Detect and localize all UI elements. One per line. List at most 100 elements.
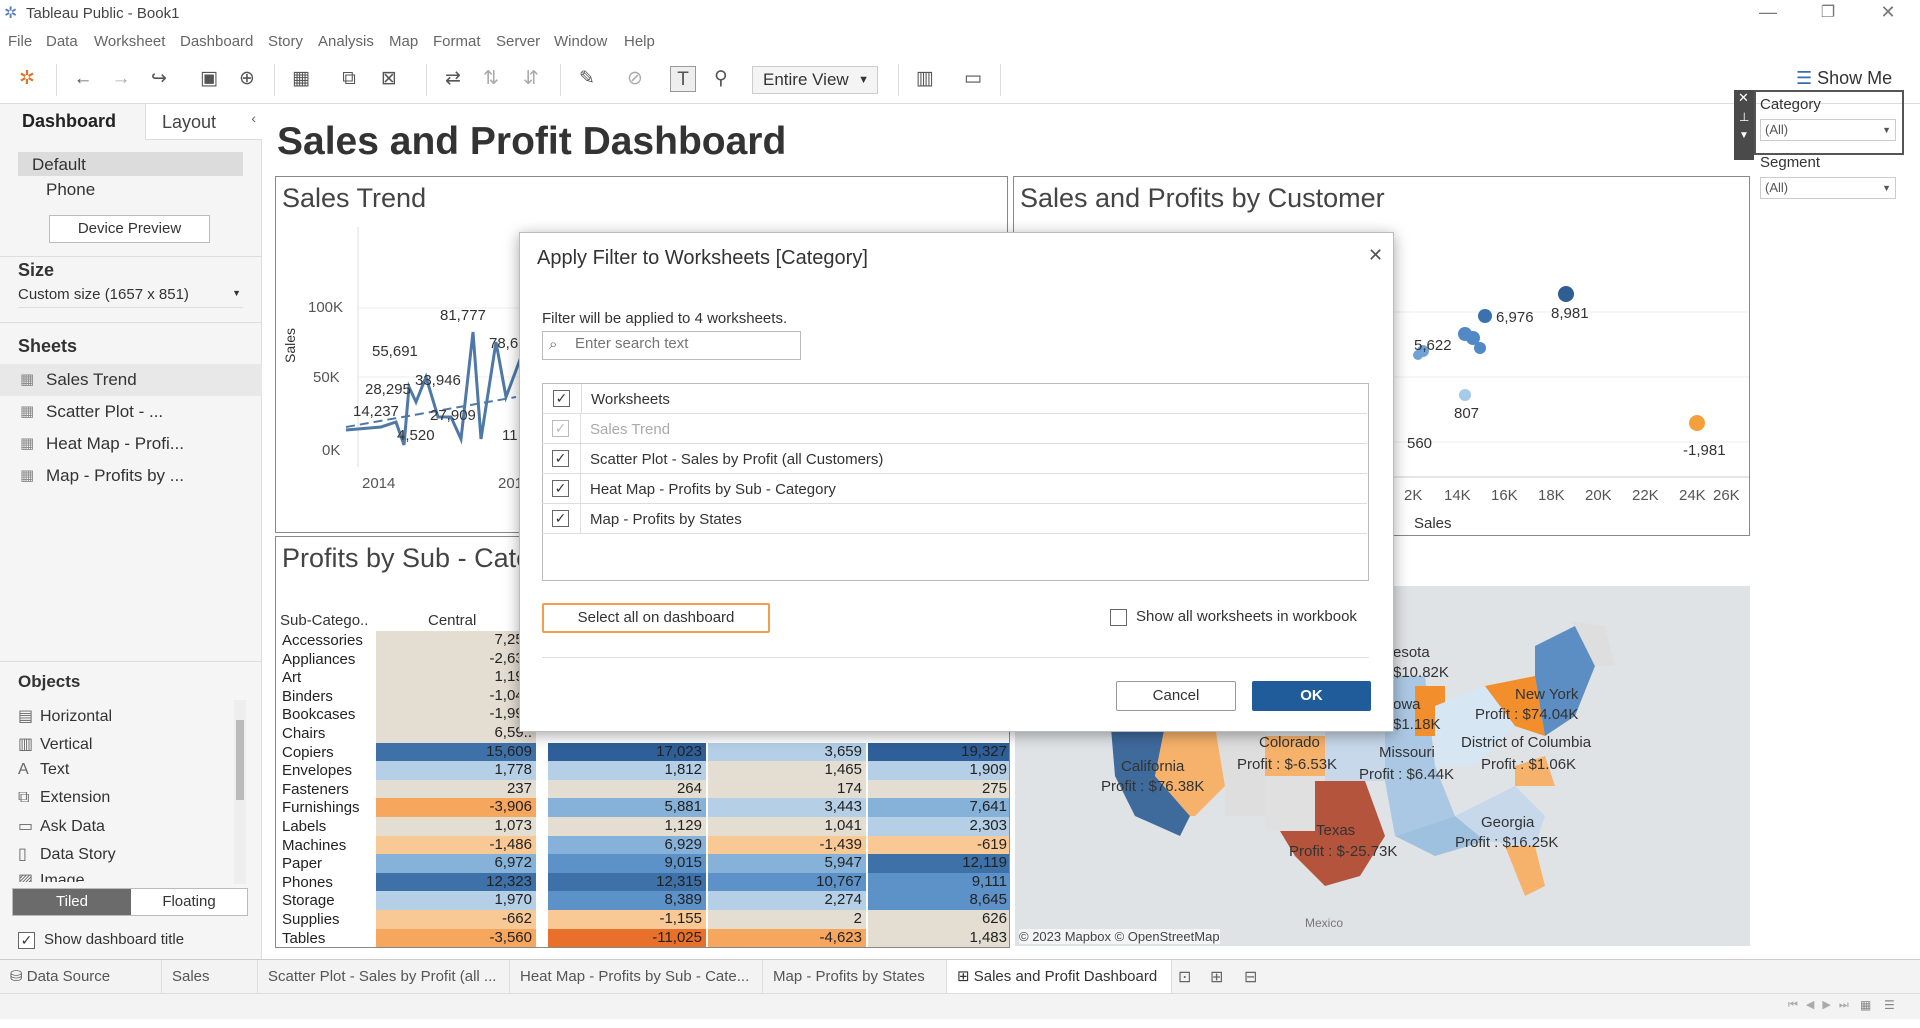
sheet-item-heatmap[interactable]: ▦ Heat Map - Profi... bbox=[0, 428, 262, 460]
remove-icon[interactable]: ✕ bbox=[1738, 90, 1749, 105]
heatmap-cell[interactable]: 237 bbox=[376, 779, 536, 799]
checkbox[interactable]: ✓ bbox=[552, 450, 569, 467]
tableau-icon[interactable]: ✲ bbox=[19, 68, 35, 89]
tab-data-source[interactable]: ⛁ Data Source bbox=[0, 960, 162, 994]
sheet-nav-icons[interactable]: ⏮◀▶⏭ bbox=[1788, 999, 1857, 1011]
object-vertical[interactable]: ▥ Vertical bbox=[18, 734, 92, 754]
heatmap-cell[interactable]: 19,327 bbox=[868, 742, 1009, 762]
undo-icon[interactable]: ← bbox=[73, 68, 93, 89]
minimize-icon[interactable]: — bbox=[1759, 2, 1777, 22]
object-ask-data[interactable]: ▭ Ask Data bbox=[18, 816, 105, 836]
menu-analysis[interactable]: Analysis bbox=[318, 33, 374, 50]
table-row[interactable]: Envelopes 1,778 1,812 1,465 1,909 bbox=[276, 761, 1009, 780]
worksheet-row[interactable]: ✓ Scatter Plot - Sales by Profit (all Cu… bbox=[542, 444, 1367, 474]
list-view-icon[interactable]: ☰ bbox=[1884, 998, 1895, 1012]
object-text[interactable]: A Text bbox=[18, 761, 69, 779]
heatmap-cell[interactable]: 1,483 bbox=[868, 928, 1009, 947]
new-dashboard-icon[interactable]: ⊞ bbox=[1210, 969, 1224, 986]
category-select[interactable]: (All) ▼ bbox=[1760, 119, 1896, 141]
device-default[interactable]: Default bbox=[18, 152, 243, 176]
table-row[interactable]: Fasteners 237 264 174 275 bbox=[276, 779, 1009, 799]
save-icon[interactable]: ▣ bbox=[200, 68, 218, 89]
search-field[interactable]: ⌕ bbox=[542, 331, 801, 360]
heatmap-cell[interactable]: 2 bbox=[708, 910, 866, 929]
heatmap-cell[interactable]: -1,99.. bbox=[376, 705, 536, 724]
checkbox[interactable]: ✓ bbox=[553, 390, 570, 407]
heatmap-cell[interactable]: 1,129 bbox=[548, 817, 706, 836]
device-preview-button[interactable]: Device Preview bbox=[49, 215, 210, 243]
worksheet-row[interactable]: ✓ Map - Profits by States bbox=[542, 504, 1367, 534]
sheet-item-sales-trend[interactable]: ▦ Sales Trend bbox=[0, 364, 262, 396]
device-phone[interactable]: Phone bbox=[46, 180, 96, 199]
heatmap-cell[interactable]: -662 bbox=[376, 910, 536, 929]
heatmap-cell[interactable]: 12,119 bbox=[868, 854, 1009, 873]
collapse-icon[interactable]: ‹ bbox=[251, 110, 256, 126]
heatmap-cell[interactable]: -1,439 bbox=[708, 835, 866, 855]
new-worksheet-icon[interactable]: ⊡ bbox=[1178, 969, 1192, 986]
menu-worksheet[interactable]: Worksheet bbox=[94, 33, 166, 50]
menu-format[interactable]: Format bbox=[433, 33, 481, 50]
worksheet-row[interactable]: ✓ Heat Map - Profits by Sub - Category bbox=[542, 474, 1367, 504]
tiled-button[interactable]: Tiled bbox=[13, 889, 131, 915]
floating-button[interactable]: Floating bbox=[162, 893, 216, 910]
new-data-source-icon[interactable]: ⊕ bbox=[239, 68, 255, 89]
new-story-icon[interactable]: ⊟ bbox=[1244, 969, 1258, 986]
size-select[interactable]: Custom size (1657 x 851) ▼ bbox=[18, 286, 243, 308]
swap-icon[interactable]: ⇄ bbox=[445, 68, 461, 89]
heatmap-cell[interactable]: 8,389 bbox=[548, 891, 706, 910]
grid-view-icon[interactable]: ▦ bbox=[1860, 998, 1872, 1012]
segment-select[interactable]: (All) ▼ bbox=[1760, 177, 1896, 199]
fit-select[interactable]: Entire View ▼ bbox=[752, 66, 878, 94]
heatmap-cell[interactable]: 3,443 bbox=[708, 798, 866, 817]
cancel-button[interactable]: Cancel bbox=[1116, 681, 1236, 711]
heatmap-cell[interactable]: 12,315 bbox=[548, 872, 706, 892]
tab-map[interactable]: Map - Profits by States bbox=[763, 960, 947, 994]
heatmap-cell[interactable]: 17,023 bbox=[548, 742, 706, 762]
menu-data[interactable]: Data bbox=[46, 33, 78, 50]
menu-dashboard[interactable]: Dashboard bbox=[180, 33, 254, 50]
heatmap-cell[interactable]: 6,929 bbox=[548, 835, 706, 855]
heatmap-cell[interactable]: 1,19.. bbox=[376, 668, 536, 687]
sheet-item-scatter[interactable]: ▦ Scatter Plot - ... bbox=[0, 396, 262, 428]
heatmap-cell[interactable]: -619 bbox=[868, 835, 1009, 855]
close-icon[interactable]: ✕ bbox=[1880, 2, 1896, 22]
redo-icon[interactable]: → bbox=[111, 68, 131, 89]
map-attribution[interactable]: © 2023 Mapbox © OpenStreetMap bbox=[1019, 929, 1220, 944]
heatmap-cell[interactable]: -3,906 bbox=[376, 798, 536, 817]
checkbox[interactable]: ✓ bbox=[552, 510, 569, 527]
object-extension[interactable]: ⧉ Extension bbox=[18, 789, 110, 807]
heatmap-cell[interactable]: 264 bbox=[548, 779, 706, 799]
new-worksheet-icon[interactable]: ▦ bbox=[292, 68, 310, 89]
table-row[interactable]: Tables -3,560 -11,025 -4,623 1,483 bbox=[276, 928, 1009, 947]
tab-dashboard-active[interactable]: ⊞ Sales and Profit Dashboard bbox=[947, 960, 1172, 994]
heatmap-cell[interactable]: 2,274 bbox=[708, 891, 866, 910]
heatmap-cell[interactable]: 3,659 bbox=[708, 742, 866, 762]
tab-sales-trend[interactable]: Sales Trend bbox=[162, 960, 258, 1019]
pin-icon[interactable]: ⊥ bbox=[1739, 110, 1750, 124]
clear-sheet-icon[interactable]: ⊠ bbox=[381, 68, 397, 89]
sort-descending-icon[interactable]: ⇵ bbox=[523, 68, 539, 89]
heatmap-cell[interactable]: 5,947 bbox=[708, 854, 866, 873]
heatmap-cell[interactable]: 9,015 bbox=[548, 854, 706, 873]
group-icon[interactable]: ⊘ bbox=[627, 68, 643, 89]
heatmap-cell[interactable]: 10,767 bbox=[708, 872, 866, 892]
heatmap-cell[interactable]: 1,909 bbox=[868, 761, 1009, 780]
menu-server[interactable]: Server bbox=[496, 33, 541, 50]
table-row[interactable]: Supplies -662 -1,155 2 626 bbox=[276, 910, 1009, 929]
search-input[interactable] bbox=[575, 335, 795, 352]
heatmap-cell[interactable]: 1,073 bbox=[376, 817, 536, 836]
worksheet-header-row[interactable]: ✓ Worksheets bbox=[542, 384, 1367, 414]
heatmap-cell[interactable]: -3,560 bbox=[376, 928, 536, 947]
heatmap-cell[interactable]: 12,323 bbox=[376, 872, 536, 892]
tab-dashboard[interactable]: Dashboard bbox=[0, 104, 145, 140]
heatmap-cell[interactable]: 7,641 bbox=[868, 798, 1009, 817]
heatmap-cell[interactable]: 6,972 bbox=[376, 854, 536, 873]
table-row[interactable]: Machines -1,486 6,929 -1,439 -619 bbox=[276, 835, 1009, 855]
heatmap-cell[interactable]: 174 bbox=[708, 779, 866, 799]
dialog-close-icon[interactable]: ✕ bbox=[1368, 245, 1384, 265]
duplicate-sheet-icon[interactable]: ⧉ bbox=[342, 68, 356, 89]
heatmap-cell[interactable]: 8,645 bbox=[868, 891, 1009, 910]
table-row[interactable]: Bookcases -1,99.. bbox=[276, 705, 1009, 724]
heatmap-cell[interactable]: 6,59.. bbox=[376, 724, 536, 743]
table-row[interactable]: Phones 12,323 12,315 10,767 9,111 bbox=[276, 872, 1009, 892]
